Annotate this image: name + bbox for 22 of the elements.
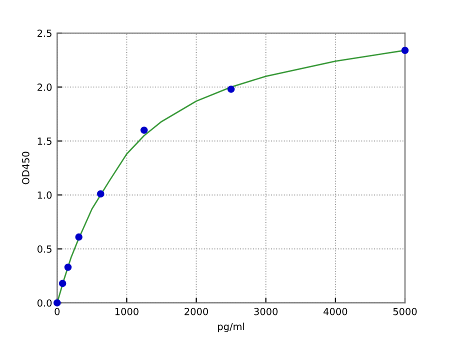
x-tick-label: 3000: [254, 308, 278, 316]
y-tick-label: 2.5: [38, 30, 52, 37]
x-tick-label: 5000: [393, 308, 417, 316]
point: [58, 280, 66, 288]
x-tick-label: 0: [54, 308, 60, 316]
point: [96, 190, 104, 198]
y-tick-label: 0.0: [37, 299, 52, 307]
x-axis-title: pg/ml: [218, 322, 244, 332]
y-tick-label: 0.5: [37, 245, 52, 253]
point: [64, 264, 72, 271]
y-tick-label: 1.0: [38, 191, 52, 199]
point: [54, 299, 61, 306]
point: [401, 46, 409, 54]
x-tick-label: 1000: [115, 308, 138, 316]
x-tick-label: 2000: [184, 308, 208, 316]
x-tick-label: 4000: [324, 308, 348, 316]
point: [75, 233, 82, 241]
point: [140, 126, 148, 134]
y-axis-title: OD450: [22, 152, 30, 184]
y-tick-label: 2.0: [38, 84, 52, 91]
y-tick-label: 1.5: [38, 138, 52, 145]
point: [227, 86, 235, 93]
